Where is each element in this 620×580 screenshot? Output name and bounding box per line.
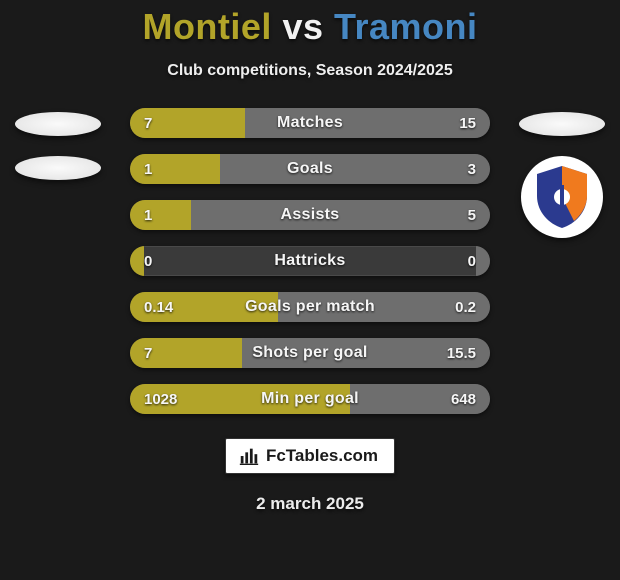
stat-row: Matches7 15 (130, 108, 490, 138)
stat-label: Hattricks (130, 246, 490, 276)
player1-badge-placeholder (15, 112, 101, 136)
stat-value-right: 3 (454, 154, 490, 184)
player2-club-logo (521, 156, 603, 238)
stat-value-left: 7 (130, 108, 166, 138)
subtitle: Club competitions, Season 2024/2025 (167, 62, 452, 80)
bar-chart-icon (238, 445, 260, 467)
stat-row: Goals1 3 (130, 154, 490, 184)
player2-name: Tramoni (334, 6, 478, 47)
stat-value-right: 0.2 (441, 292, 490, 322)
stat-value-right: 15.5 (433, 338, 490, 368)
date-text: 2 march 2025 (256, 494, 364, 514)
stat-value-left: 1 (130, 154, 166, 184)
left-badge-area (8, 112, 108, 180)
stat-row: Assists1 5 (130, 200, 490, 230)
player1-club-placeholder (15, 156, 101, 180)
stat-row: Goals per match0.140.2 (130, 292, 490, 322)
page-title: Montiel vs Tramoni (142, 6, 477, 48)
stat-value-right: 15 (445, 108, 490, 138)
stat-label: Matches (130, 108, 490, 138)
right-badge-area (512, 112, 612, 238)
stat-label: Assists (130, 200, 490, 230)
stat-label: Goals (130, 154, 490, 184)
stat-value-right: 0 (454, 246, 490, 276)
vs-text: vs (282, 6, 323, 47)
stat-row: Shots per goal715.5 (130, 338, 490, 368)
stat-value-left: 7 (130, 338, 166, 368)
stat-value-left: 0 (130, 246, 166, 276)
stat-value-left: 1 (130, 200, 166, 230)
brand-text: FcTables.com (266, 446, 378, 466)
stat-row: Min per goal1028648 (130, 384, 490, 414)
shield-icon (527, 162, 597, 232)
stat-value-left: 1028 (130, 384, 191, 414)
stat-value-right: 648 (437, 384, 490, 414)
stat-value-left: 0.14 (130, 292, 187, 322)
stat-row: Hattricks0 0 (130, 246, 490, 276)
brand-box: FcTables.com (225, 438, 395, 474)
infographic-root: Montiel vs Tramoni Club competitions, Se… (0, 0, 620, 580)
player1-name: Montiel (142, 6, 271, 47)
stat-value-right: 5 (454, 200, 490, 230)
player2-badge-placeholder (519, 112, 605, 136)
stats-bars: Matches715Goals13Assists15Hattricks00Goa… (130, 108, 490, 414)
